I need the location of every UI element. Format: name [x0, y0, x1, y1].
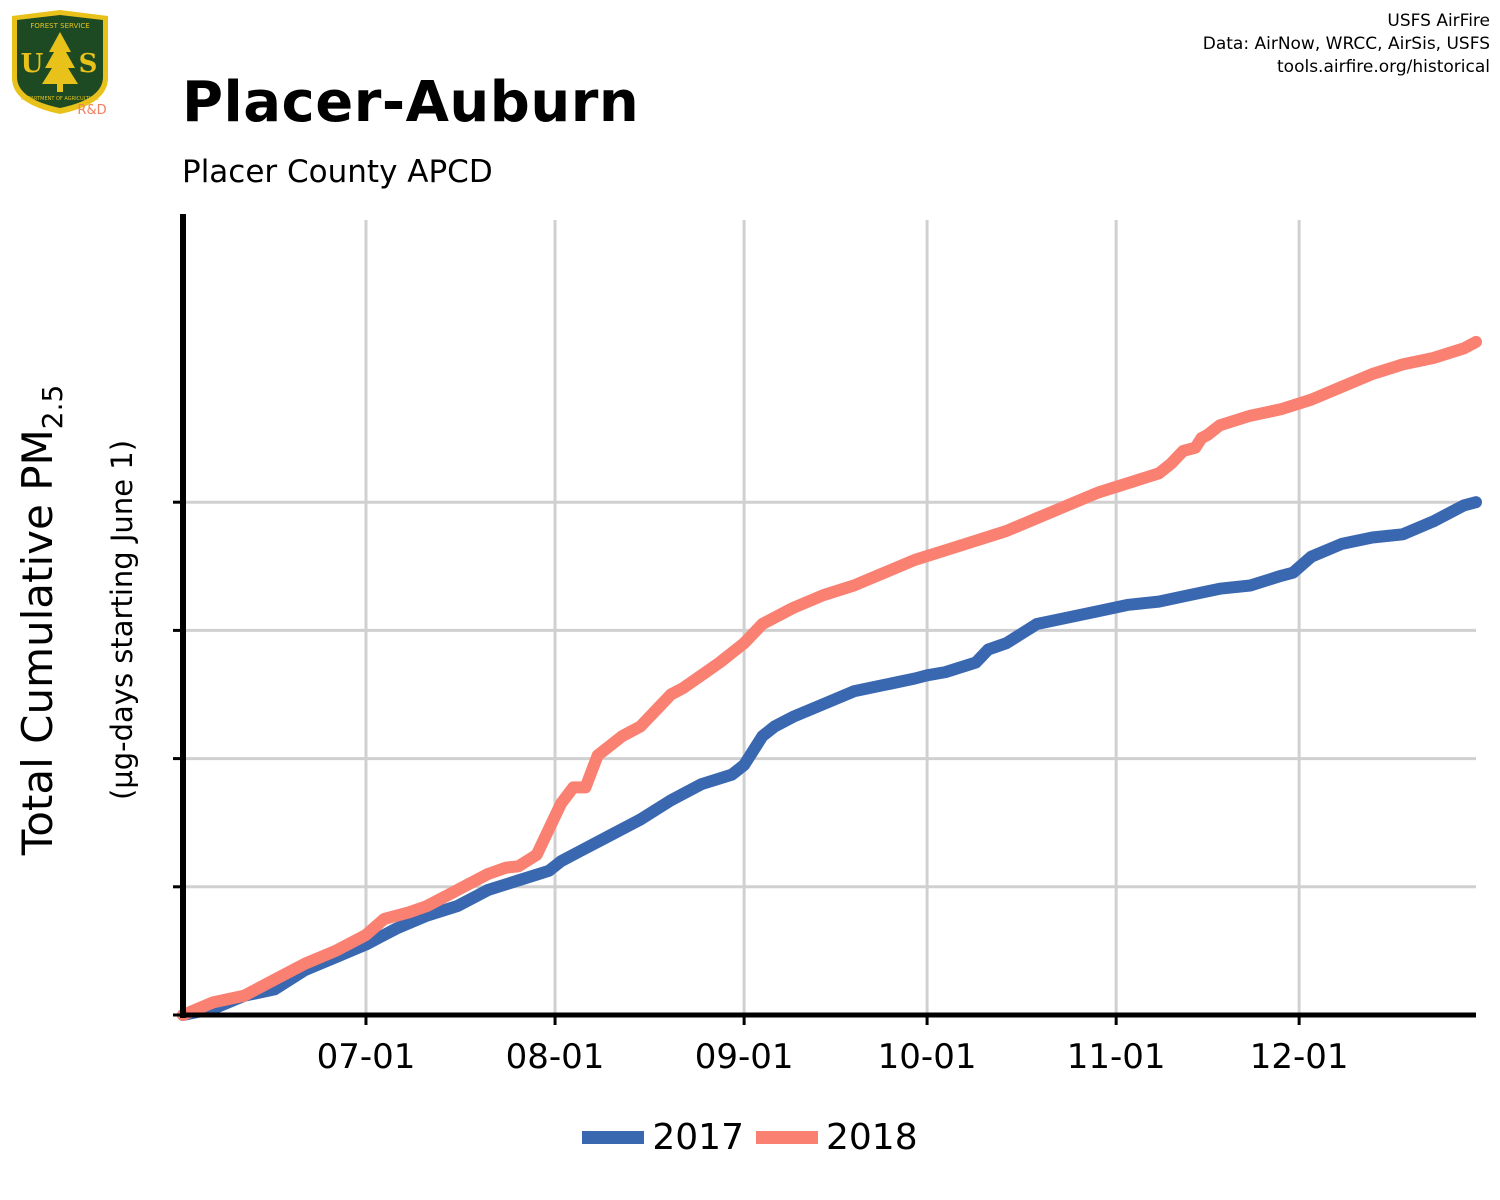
y-axis-note: (µg-days starting June 1) [105, 440, 139, 800]
svg-text:Total Cumulative PM2.5: Total Cumulative PM2.5 [13, 385, 69, 857]
credit-line-data: Data: AirNow, WRCC, AirSis, USFS [1202, 34, 1490, 54]
x-tick-labels: 07-01 08-01 09-01 10-01 11-01 12-01 [317, 1037, 1349, 1077]
chart-subtitle: Placer County APCD [182, 154, 493, 190]
x-gridlines [364, 220, 1301, 1015]
x-tick-label-12-01: 12-01 [1250, 1037, 1349, 1077]
chart-title: Placer-Auburn [182, 70, 640, 135]
credit-line-org: USFS AirFire [1387, 11, 1490, 31]
x-tick-label-10-01: 10-01 [878, 1037, 977, 1077]
legend-label-2017: 2017 [652, 1116, 744, 1158]
logo-top-text: FOREST SERVICE [30, 22, 89, 30]
credit-line-url: tools.airfire.org/historical [1277, 57, 1490, 77]
y-axis-subscript: 2.5 [36, 385, 69, 430]
series-line-2017 [177, 496, 1482, 1021]
y-axis-label: Total Cumulative PM2.5 [13, 385, 69, 857]
logo-rd-tag: R&D [77, 103, 106, 118]
legend: 2017 2018 [0, 1112, 1500, 1162]
x-tick-label-07-01: 07-01 [317, 1037, 416, 1077]
series-lines [177, 335, 1482, 1021]
x-tick-label-09-01: 09-01 [695, 1037, 794, 1077]
forest-service-logo: U S FOREST SERVICE DEPARTMENT OF AGRICUL… [12, 10, 108, 118]
tree-icon [42, 32, 78, 92]
ticks [173, 500, 1301, 1025]
logo-bottom-text: DEPARTMENT OF AGRICULTURE [21, 96, 99, 102]
y-axis-title: Total Cumulative PM [13, 429, 62, 856]
legend-swatch-2018 [756, 1130, 818, 1144]
credits: USFS AirFire Data: AirNow, WRCC, AirSis,… [1203, 10, 1490, 79]
logo-letter-u: U [21, 49, 44, 79]
x-tick-label-08-01: 08-01 [506, 1037, 605, 1077]
axes [180, 214, 1476, 1018]
legend-item-2018: 2018 [756, 1117, 918, 1158]
legend-item-2017: 2017 [582, 1117, 744, 1158]
series-line-2018 [177, 335, 1482, 1021]
legend-swatch-2017 [582, 1130, 645, 1144]
y-gridlines [183, 500, 1476, 889]
legend-label-2018: 2018 [826, 1116, 918, 1158]
x-tick-label-11-01: 11-01 [1067, 1037, 1166, 1077]
logo-letter-s: S [79, 49, 98, 79]
